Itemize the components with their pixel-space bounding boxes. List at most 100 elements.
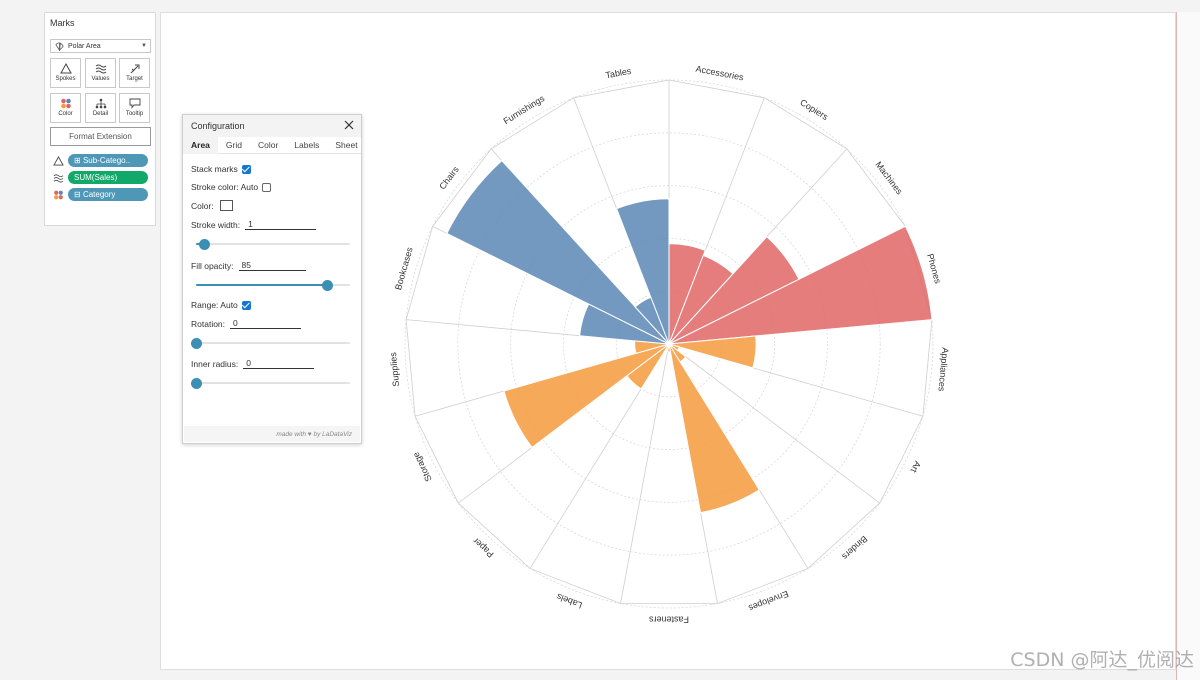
category-label: Supplies (388, 351, 401, 387)
category-label: Furnishings (501, 93, 546, 126)
slider-thumb[interactable] (191, 338, 202, 349)
fill-opacity-label: Fill opacity: (191, 260, 234, 271)
detail-tile[interactable]: Detail (85, 93, 116, 123)
wedge-storage[interactable] (503, 343, 670, 449)
pill-label: Category (82, 190, 116, 199)
wave-icon (95, 64, 106, 74)
inner-radius-input[interactable] (243, 358, 315, 369)
slider-thumb[interactable] (198, 239, 210, 250)
stack-marks-label: Stack marks (191, 164, 238, 174)
category-label: Envelopes (747, 589, 790, 614)
grid-ring (457, 132, 881, 556)
category-label: Machines (873, 160, 904, 197)
color-dots-icon (54, 190, 63, 199)
wedge-fasteners[interactable] (666, 343, 672, 353)
category-label: Appliances (936, 347, 950, 392)
stroke-width-slider[interactable] (196, 239, 350, 250)
stack-marks-row: Stack marks (191, 164, 251, 174)
category-label: Fasteners (648, 615, 689, 625)
wedge-phones[interactable] (668, 225, 933, 345)
slider-thumb[interactable] (321, 280, 333, 291)
made-with-footer[interactable]: made with ♥ by LaDataViz (184, 426, 360, 442)
wedge-tables[interactable] (615, 198, 670, 345)
configuration-title: Configuration (191, 121, 245, 131)
stroke-width-label: Stroke width: (191, 219, 241, 230)
outer-boundary (405, 79, 933, 604)
stack-marks-checkbox[interactable] (241, 164, 251, 174)
tab-area[interactable]: Area (183, 136, 218, 154)
color-label: Color: (191, 200, 214, 211)
stroke-color-row: Stroke color: Auto (191, 182, 272, 192)
category-label: Copiers (798, 97, 830, 122)
category-label: Phones (925, 253, 943, 286)
format-extension-button[interactable]: Format Extension (50, 127, 151, 146)
mark-type-label: Polar Area (68, 42, 101, 50)
category-label: Labels (555, 591, 584, 610)
configuration-header: Configuration (183, 115, 361, 137)
marks-card: Marks Polar Area ▼ Spokes Values Target … (44, 12, 156, 226)
wedge-appliances[interactable] (668, 335, 757, 369)
rotation-row: Rotation: (191, 318, 302, 329)
mark-type-dropdown[interactable]: Polar Area ▼ (50, 39, 151, 53)
configuration-tabs: Area Grid Color Labels Sheet (183, 136, 361, 154)
sub-category-pill[interactable]: ⊞ Sub-Catego.. (68, 154, 148, 167)
category-label: Tables (605, 66, 633, 81)
sum-sales-pill[interactable]: SUM(Sales) (68, 171, 148, 184)
tooltip-tile[interactable]: Tooltip (119, 93, 150, 123)
fill-opacity-input[interactable] (238, 260, 306, 271)
polar-area-chart: Accessories Copiers Machines Phones Applianc… (388, 64, 951, 625)
stroke-color-label: Stroke color: Auto (191, 182, 259, 192)
close-icon[interactable] (343, 119, 355, 131)
inner-radius-label: Inner radius: (191, 358, 239, 369)
rotation-label: Rotation: (191, 318, 226, 329)
expand-icon: ⊞ (74, 156, 81, 165)
target-tile-label: Target (126, 76, 143, 82)
category-label: Storage (411, 451, 434, 484)
range-auto-checkbox[interactable] (241, 300, 251, 310)
stroke-color-auto-checkbox[interactable] (262, 182, 272, 192)
rotation-slider[interactable] (191, 338, 350, 349)
category-label: Binders (840, 534, 870, 562)
target-tile[interactable]: Target (119, 58, 150, 88)
range-auto-row: Range: Auto (191, 300, 251, 310)
target-icon (130, 64, 139, 74)
pill-row-subcategory: ⊞ Sub-Catego.. (53, 154, 148, 167)
inner-radius-slider[interactable] (191, 378, 350, 389)
speech-bubble-icon (129, 98, 140, 109)
category-label: Chairs (437, 164, 461, 191)
configuration-panel: Configuration Area Grid Color Labels She… (182, 114, 362, 444)
tab-color[interactable]: Color (257, 140, 279, 150)
spoke-line (620, 343, 670, 604)
chevron-down-icon: ▼ (141, 43, 147, 49)
spokes-tile-label: Spokes (55, 76, 76, 82)
color-swatch[interactable] (219, 200, 233, 211)
color-tile[interactable]: Color (50, 93, 81, 123)
spokes-tile[interactable]: Spokes (50, 58, 81, 88)
spoke-line (668, 343, 880, 504)
polar-area-icon (55, 41, 64, 51)
pill-row-sales: SUM(Sales) (53, 171, 148, 184)
grid-ring (404, 79, 934, 609)
rotation-input[interactable] (230, 318, 302, 329)
stroke-width-input[interactable] (245, 219, 317, 230)
category-pill[interactable]: ⊟ Category (68, 188, 148, 201)
wave-icon (53, 173, 64, 182)
values-tile[interactable]: Values (85, 58, 116, 88)
color-dots-icon (60, 98, 71, 109)
color-row: Color: (191, 200, 233, 211)
tab-grid[interactable]: Grid (225, 140, 242, 150)
slider-thumb[interactable] (191, 378, 202, 389)
center-point (666, 341, 672, 347)
wedge-envelopes[interactable] (668, 343, 761, 514)
grid-ring (510, 185, 828, 503)
tab-sheet[interactable]: Sheet (335, 140, 358, 150)
fill-opacity-slider[interactable] (196, 280, 350, 291)
wedge-chairs[interactable] (446, 159, 670, 345)
category-label: Accessories (695, 64, 745, 83)
color-tile-label: Color (58, 111, 73, 117)
detail-icon (95, 98, 106, 109)
tab-labels[interactable]: Labels (294, 140, 320, 150)
pill-label: Sub-Catego.. (82, 156, 131, 165)
collapse-icon: ⊟ (74, 190, 81, 199)
triangle-icon (59, 63, 72, 74)
